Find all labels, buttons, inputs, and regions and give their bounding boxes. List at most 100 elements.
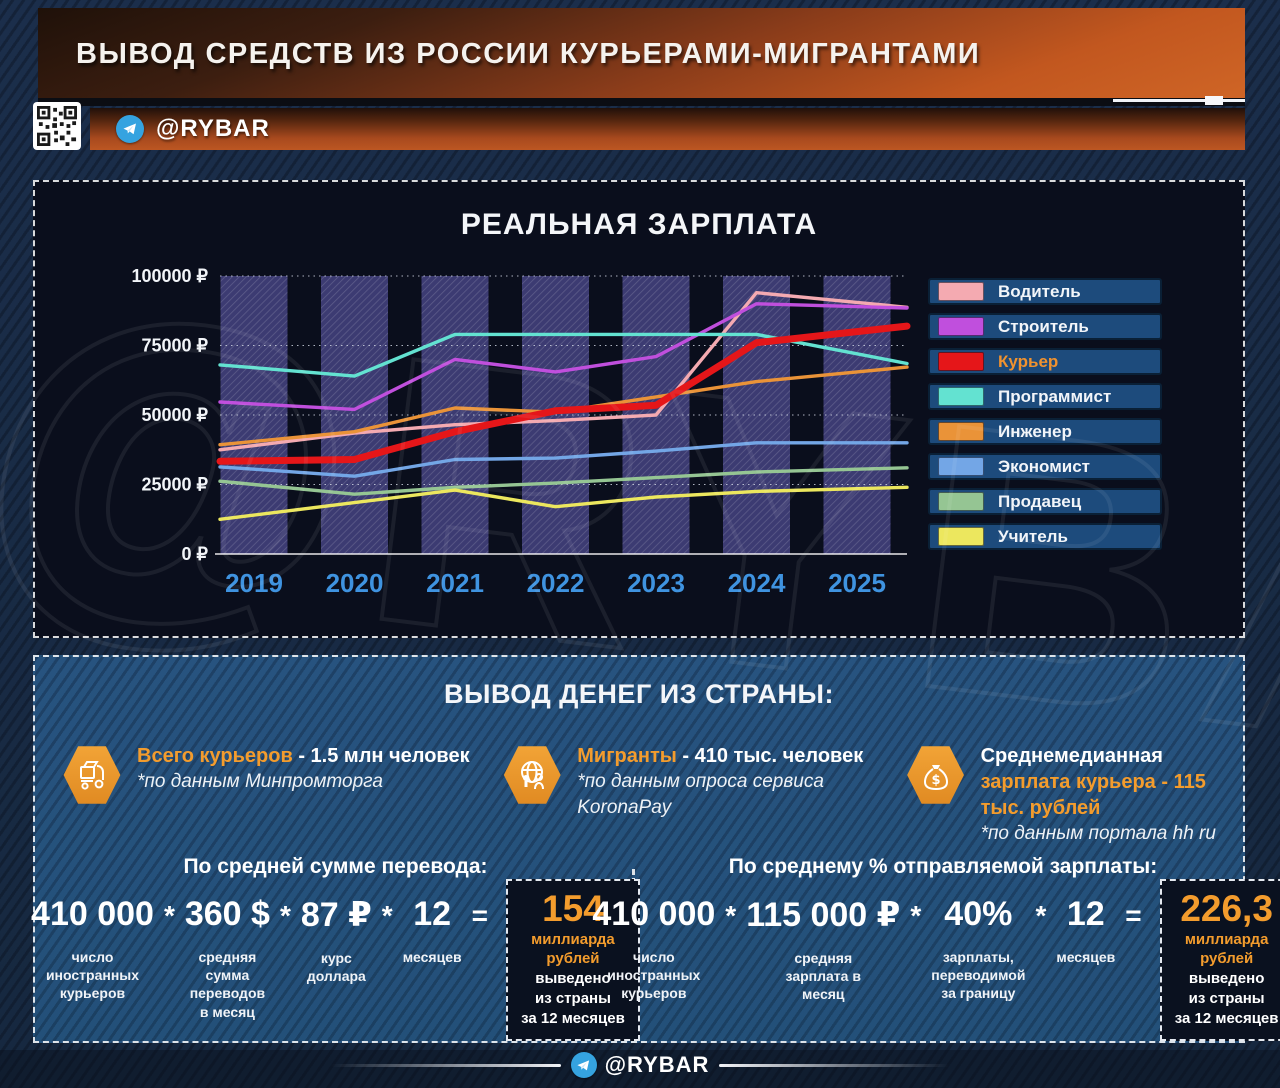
formula-term: 12 месяцев — [1056, 895, 1116, 965]
outflow-title: ВЫВОД ДЕНЕГ ИЗ СТРАНЫ: — [444, 679, 834, 709]
stat-total-couriers: Всего курьеров - 1.5 млн человек *по дан… — [63, 743, 491, 847]
legend-row: Экономист — [928, 453, 1162, 480]
legend-label: Программист — [998, 386, 1112, 406]
result-number: 226,3 — [1180, 888, 1273, 929]
svg-text:2021: 2021 — [426, 568, 484, 598]
stat-note: *по данным портала hh ru — [980, 823, 1216, 844]
svg-text:2022: 2022 — [527, 568, 585, 598]
svg-text:75000 ₽: 75000 ₽ — [141, 336, 208, 356]
legend-swatch — [938, 387, 984, 406]
page-title: ВЫВОД СРЕДСТВ ИЗ РОССИИ КУРЬЕРАМИ-МИГРАН… — [76, 38, 981, 70]
svg-text:2023: 2023 — [627, 568, 685, 598]
multiply-sign: * — [279, 900, 291, 931]
stat-text: Всего курьеров - 1.5 млн человек *по дан… — [137, 743, 470, 795]
slider-handle — [1205, 96, 1223, 105]
svg-text:2020: 2020 — [326, 568, 384, 598]
header-banner: ВЫВОД СРЕДСТВ ИЗ РОССИИ КУРЬЕРАМИ-МИГРАН… — [38, 8, 1245, 98]
legend-row: Курьер — [928, 348, 1162, 375]
footer-line-right — [719, 1063, 950, 1067]
legend-label: Инженер — [998, 421, 1072, 441]
legend-label: Продавец — [998, 491, 1082, 511]
svg-text:$: $ — [931, 773, 940, 788]
money-bag-icon: $ — [907, 746, 964, 804]
stat-note: *по данным Минпромторга — [137, 771, 383, 792]
legend-swatch — [938, 457, 984, 476]
formula-row: 410 000 число иностранных курьеров * 360 … — [31, 879, 640, 1057]
money-outflow-panel: ВЫВОД ДЕНЕГ ИЗ СТРАНЫ: Всего курьеров - … — [31, 655, 1280, 1043]
legend-row: Инженер — [928, 418, 1162, 445]
telegram-handle: @RYBAR — [156, 115, 270, 142]
formula-term: 360 $ средняя сумма переводов в месяц — [184, 895, 270, 1020]
multiply-sign: * — [725, 900, 737, 931]
formula-term: 410 000 число иностранных курьеров — [592, 895, 716, 1002]
legend-swatch — [938, 352, 984, 371]
formula-title: По средней сумме перевода: — [183, 855, 488, 878]
multiply-sign: * — [910, 900, 922, 931]
legend-swatch — [938, 527, 984, 546]
equals-sign: = — [471, 900, 488, 931]
formula-by-transfer-sum: По средней сумме перевода: 410 000 число … — [31, 855, 640, 1057]
result-box: 226,3 миллиарда рублей выведено из стран… — [1159, 879, 1280, 1041]
svg-text:2024: 2024 — [728, 568, 786, 598]
svg-text:2019: 2019 — [225, 568, 283, 598]
qr-code — [33, 102, 81, 150]
formula-term: 40% зарплаты, переводимой за границу — [931, 895, 1026, 1002]
legend-swatch — [938, 492, 984, 511]
legend-swatch — [938, 317, 984, 336]
decorative-slider-line — [1113, 96, 1245, 105]
svg-text:0 ₽: 0 ₽ — [182, 544, 209, 564]
svg-text:50000 ₽: 50000 ₽ — [141, 405, 208, 425]
legend-label: Водитель — [998, 281, 1081, 301]
salary-line-chart: 0 ₽ 25000 ₽ 50000 ₽ 75000 ₽ 100000 ₽ 2019 2020… — [131, 266, 911, 598]
stat-line: Среднемедианная зарплата курьера - 115 т… — [980, 745, 1206, 819]
footer-line-left — [330, 1063, 561, 1067]
legend-row: Программист — [928, 383, 1162, 410]
legend-row: Учитель — [928, 523, 1162, 550]
legend-row: Продавец — [928, 488, 1162, 515]
legend-swatch — [938, 282, 984, 301]
formula-title: По среднему % отправляемой зарплаты: — [728, 855, 1158, 878]
svg-text:2025: 2025 — [828, 568, 886, 598]
formula-term: 115 000 ₽ средняя зарплата в месяц — [746, 896, 901, 1003]
stat-migrants: Мигранты - 410 тыс. человек *по данным о… — [503, 743, 878, 847]
formula-term: 87 ₽ курс доллара — [300, 896, 372, 985]
legend-swatch — [938, 422, 984, 441]
salary-chart-panel: РЕАЛЬНАЯ ЗАРПЛАТА 0 ₽ 25000 ₽ 50000 ₽ 75000… — [33, 180, 1245, 638]
stat-note: *по данным опроса сервиса KoronaPay — [577, 771, 824, 818]
footer: @RYBAR — [0, 1052, 1280, 1078]
legend-label: Учитель — [998, 526, 1068, 546]
chart-legend: Водитель Строитель Курьер Программист Инжене… — [928, 278, 1162, 550]
formula-term: 410 000 число иностранных курьеров — [31, 895, 154, 1002]
globe-icon — [503, 746, 561, 804]
stat-median-salary: $ Среднемедианная зарплата курьера - 115… — [907, 743, 1253, 847]
multiply-sign: * — [163, 900, 175, 931]
formula-row: 410 000 число иностранных курьеров * 115 … — [592, 879, 1280, 1057]
banner-underline — [38, 98, 1245, 106]
courier-icon — [63, 746, 121, 804]
multiply-sign: * — [381, 900, 393, 931]
svg-text:25000 ₽: 25000 ₽ — [141, 475, 208, 495]
stats-row: Всего курьеров - 1.5 млн человек *по дан… — [63, 743, 1253, 847]
stat-line: Мигранты - 410 тыс. человек — [577, 745, 864, 767]
equals-sign: = — [1125, 900, 1142, 931]
stat-text: Мигранты - 410 тыс. человек *по данным о… — [577, 743, 878, 821]
result-number: 154 — [542, 888, 604, 929]
multiply-sign: * — [1035, 900, 1047, 931]
legend-label: Строитель — [998, 316, 1089, 336]
stat-line: Всего курьеров - 1.5 млн человек — [137, 745, 470, 767]
legend-label: Курьер — [998, 351, 1059, 371]
formula-by-salary-percent: По среднему % отправляемой зарплаты: 410… — [592, 855, 1280, 1057]
telegram-strip: @RYBAR — [90, 108, 1245, 150]
formula-term: 12 месяцев — [402, 895, 462, 965]
svg-text:100000 ₽: 100000 ₽ — [131, 266, 208, 286]
result-box: 154 миллиарда рублей выведено из страны … — [505, 879, 640, 1041]
footer-band — [0, 1050, 1280, 1088]
stat-text: Среднемедианная зарплата курьера - 115 т… — [981, 743, 1253, 847]
footer-handle: @RYBAR — [604, 1052, 710, 1077]
legend-row: Строитель — [928, 313, 1162, 340]
legend-row: Водитель — [928, 278, 1162, 305]
telegram-icon-footer — [570, 1052, 597, 1078]
chart-title: РЕАЛЬНАЯ ЗАРПЛАТА — [460, 208, 818, 241]
telegram-icon — [116, 115, 144, 143]
legend-label: Экономист — [998, 456, 1090, 476]
